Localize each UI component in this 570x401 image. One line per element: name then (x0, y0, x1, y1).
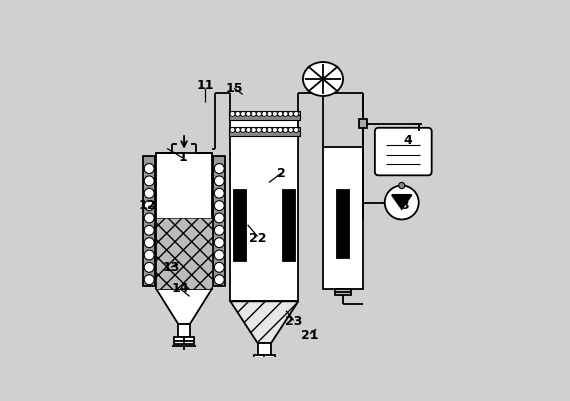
Circle shape (144, 275, 154, 285)
Circle shape (256, 128, 262, 132)
Circle shape (288, 111, 294, 116)
Bar (359, 119, 367, 128)
Polygon shape (156, 289, 212, 324)
Bar (156, 218, 212, 289)
Circle shape (144, 188, 154, 198)
Circle shape (241, 128, 246, 132)
Bar (229, 128, 300, 132)
Bar (323, 147, 363, 289)
Text: 2: 2 (277, 167, 286, 180)
Circle shape (262, 128, 267, 132)
Bar (283, 190, 295, 261)
Circle shape (256, 111, 262, 116)
Circle shape (144, 225, 154, 235)
Circle shape (235, 128, 241, 132)
Text: 14: 14 (172, 282, 189, 296)
Bar (258, 343, 271, 355)
Bar (143, 156, 155, 286)
Circle shape (241, 111, 246, 116)
Bar (229, 115, 300, 120)
Circle shape (214, 262, 224, 272)
Bar (230, 116, 298, 301)
Text: 1: 1 (178, 151, 187, 164)
Bar (174, 337, 194, 344)
Text: 21: 21 (302, 329, 319, 342)
Circle shape (214, 225, 224, 235)
Circle shape (294, 128, 299, 132)
Bar (335, 289, 351, 294)
Circle shape (144, 238, 154, 247)
Circle shape (144, 213, 154, 223)
Circle shape (283, 128, 288, 132)
Polygon shape (392, 195, 412, 209)
Circle shape (278, 111, 283, 116)
Text: 13: 13 (162, 261, 180, 274)
Text: 12: 12 (139, 199, 156, 212)
Circle shape (262, 111, 267, 116)
Text: 11: 11 (196, 79, 214, 92)
Ellipse shape (303, 62, 343, 96)
Circle shape (214, 200, 224, 211)
Text: 15: 15 (225, 82, 243, 95)
Circle shape (246, 128, 251, 132)
Circle shape (235, 111, 241, 116)
Circle shape (214, 250, 224, 260)
Bar (254, 355, 275, 360)
Circle shape (144, 262, 154, 272)
Circle shape (144, 250, 154, 260)
Circle shape (214, 176, 224, 186)
Text: 23: 23 (285, 315, 302, 328)
Text: 4: 4 (404, 134, 412, 147)
Circle shape (398, 182, 405, 188)
Circle shape (214, 188, 224, 198)
Circle shape (144, 176, 154, 186)
Circle shape (283, 111, 288, 116)
Bar (178, 324, 190, 337)
Bar (234, 190, 246, 261)
Circle shape (251, 111, 256, 116)
Bar (229, 131, 300, 136)
Circle shape (267, 111, 272, 116)
Bar (337, 190, 349, 258)
Circle shape (214, 164, 224, 174)
FancyBboxPatch shape (375, 128, 431, 175)
Polygon shape (230, 301, 298, 343)
Circle shape (214, 275, 224, 285)
Circle shape (230, 128, 235, 132)
Circle shape (288, 128, 294, 132)
Circle shape (214, 238, 224, 247)
Text: 22: 22 (249, 231, 266, 245)
Circle shape (246, 111, 251, 116)
Text: 3: 3 (401, 199, 409, 212)
Circle shape (214, 213, 224, 223)
Circle shape (144, 164, 154, 174)
Bar (213, 156, 225, 286)
Circle shape (272, 111, 278, 116)
Bar (229, 111, 300, 116)
Circle shape (230, 111, 235, 116)
Circle shape (278, 128, 283, 132)
Bar (156, 153, 212, 289)
Circle shape (272, 128, 278, 132)
Circle shape (267, 128, 272, 132)
Circle shape (144, 200, 154, 211)
Circle shape (385, 186, 419, 219)
Circle shape (294, 111, 299, 116)
Circle shape (251, 128, 256, 132)
